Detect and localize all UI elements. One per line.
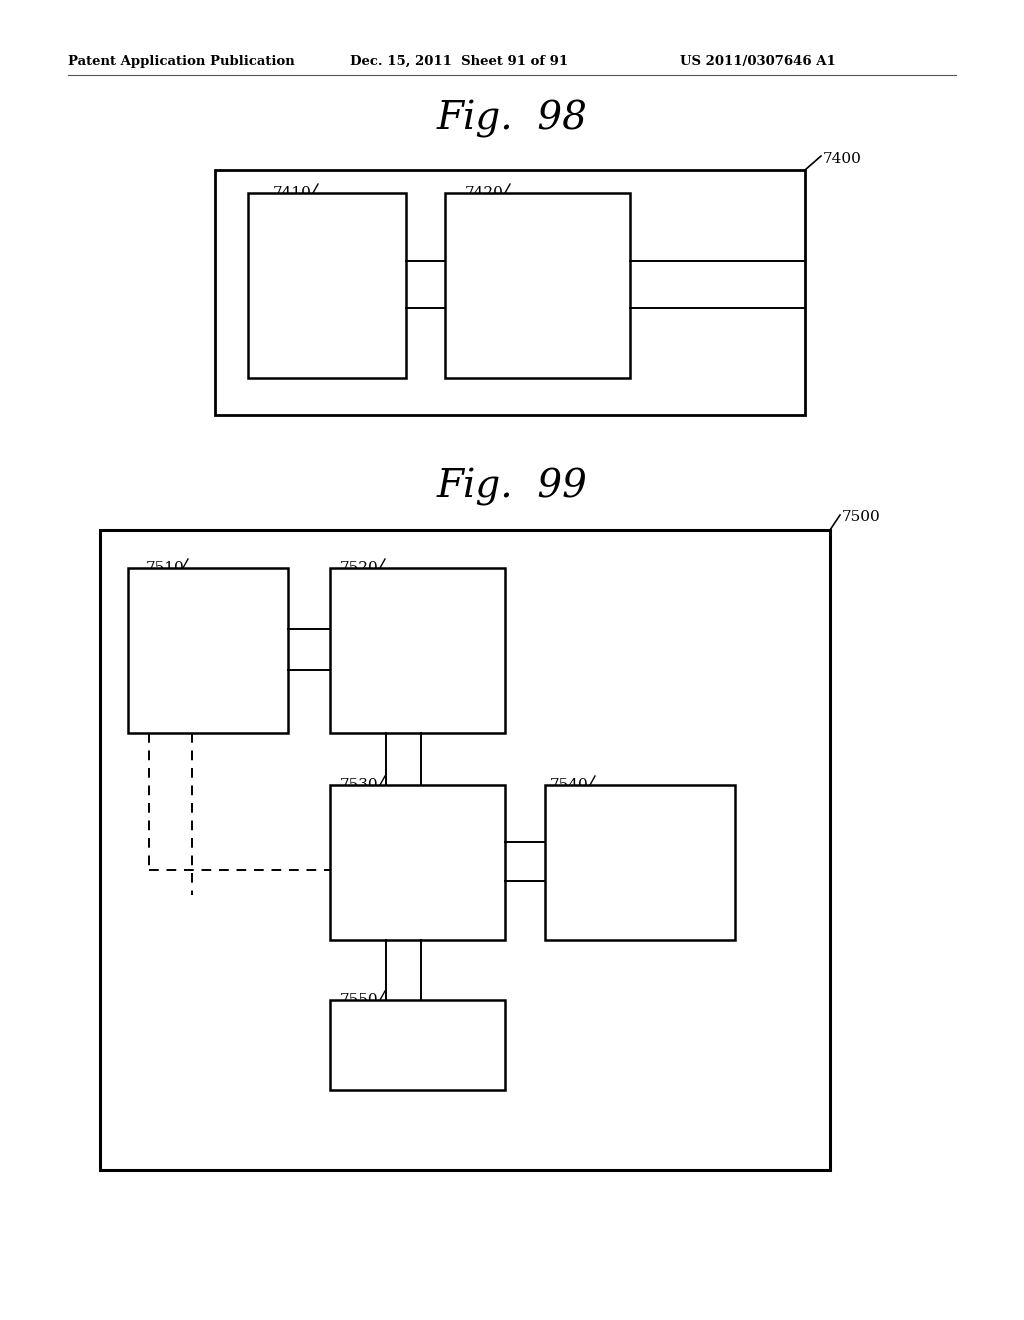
Bar <box>545 785 735 940</box>
Bar <box>248 193 406 378</box>
Text: 7410: 7410 <box>273 186 312 201</box>
Text: Memory: Memory <box>289 276 365 294</box>
Text: Interface: Interface <box>376 1036 459 1053</box>
Text: Memory
Controller: Memory Controller <box>371 628 465 673</box>
Bar <box>330 568 505 733</box>
Text: 7520: 7520 <box>340 561 379 576</box>
Text: Patent Application Publication: Patent Application Publication <box>68 55 295 69</box>
Text: 7550: 7550 <box>340 993 379 1007</box>
Text: 7400: 7400 <box>823 152 862 166</box>
Bar <box>330 1001 505 1090</box>
Bar <box>445 193 630 378</box>
Text: Memory
Controller: Memory Controller <box>490 263 585 308</box>
Text: Fig.  99: Fig. 99 <box>436 469 588 506</box>
Text: Memory: Memory <box>170 642 246 660</box>
Bar <box>330 785 505 940</box>
Bar <box>100 531 830 1170</box>
Text: US 2011/0307646 A1: US 2011/0307646 A1 <box>680 55 836 69</box>
Text: 7500: 7500 <box>842 510 881 524</box>
Bar <box>215 170 805 414</box>
Text: 7420: 7420 <box>465 186 504 201</box>
Text: Fig.  98: Fig. 98 <box>436 100 588 139</box>
Bar <box>128 568 288 733</box>
Text: EDC: EDC <box>393 853 441 873</box>
Text: Dec. 15, 2011  Sheet 91 of 91: Dec. 15, 2011 Sheet 91 of 91 <box>350 55 568 69</box>
Text: 7510: 7510 <box>146 561 184 576</box>
Text: Presentation
Components: Presentation Components <box>587 842 693 883</box>
Text: 7530: 7530 <box>340 777 379 792</box>
Text: 7540: 7540 <box>550 777 589 792</box>
